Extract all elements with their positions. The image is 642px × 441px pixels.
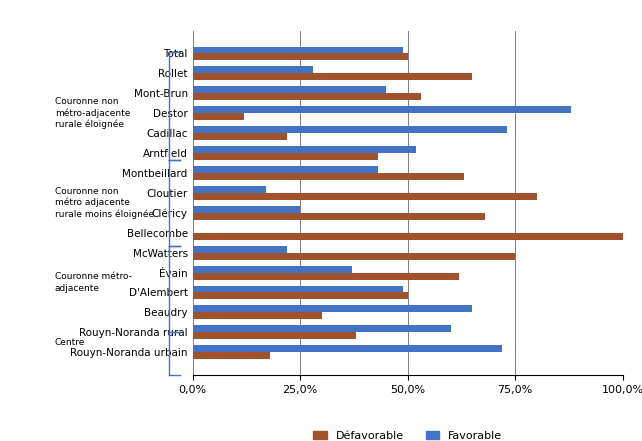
Bar xyxy=(193,53,408,60)
Bar xyxy=(193,126,507,133)
Bar xyxy=(193,325,451,333)
Bar xyxy=(193,352,270,359)
Bar xyxy=(193,246,287,253)
Bar xyxy=(193,253,515,260)
Bar xyxy=(193,46,403,53)
Bar xyxy=(193,285,403,292)
Bar xyxy=(193,273,459,280)
Bar xyxy=(193,146,416,153)
Bar xyxy=(193,106,571,113)
Bar xyxy=(193,173,464,180)
Bar xyxy=(193,213,485,220)
Bar xyxy=(193,233,623,240)
Bar xyxy=(193,86,386,93)
Legend: Défavorable, Favorable: Défavorable, Favorable xyxy=(309,426,507,441)
Bar xyxy=(193,333,356,339)
Text: Couronne non
métro adjacente
rurale moins éloignée: Couronne non métro adjacente rurale moin… xyxy=(55,187,154,219)
Bar xyxy=(193,312,322,319)
Bar xyxy=(193,113,244,120)
Bar xyxy=(193,206,300,213)
Bar xyxy=(193,265,352,273)
Bar xyxy=(193,306,473,312)
Bar xyxy=(193,153,377,160)
Bar xyxy=(193,186,266,193)
Text: Couronne non
métro-adjacente
rurale éloignée: Couronne non métro-adjacente rurale éloi… xyxy=(55,97,130,130)
Bar xyxy=(193,166,377,173)
Bar xyxy=(193,73,473,80)
Bar xyxy=(193,133,287,140)
Bar xyxy=(193,93,421,100)
Bar xyxy=(193,345,502,352)
Text: Centre: Centre xyxy=(55,338,85,347)
Text: Couronne métro-
adjacente: Couronne métro- adjacente xyxy=(55,273,132,292)
Bar xyxy=(193,292,408,299)
Bar xyxy=(193,193,537,200)
Bar xyxy=(193,67,313,73)
